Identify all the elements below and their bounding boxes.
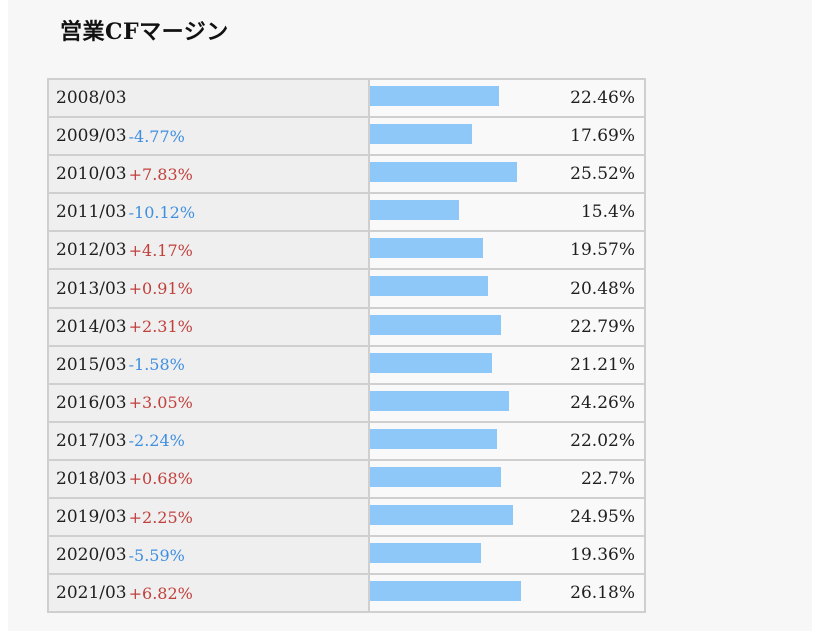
value-cell: 25.52%: [370, 156, 644, 193]
change-label: +3.05%: [128, 393, 193, 413]
change-label: +0.91%: [128, 279, 193, 299]
margin-bar: [370, 543, 482, 564]
period-label: 2010/03: [56, 164, 127, 185]
table-row: 2009/03 -4.77% 17.69%: [49, 118, 644, 155]
period-cell: 2009/03 -4.77%: [49, 118, 368, 155]
value-cell: 20.48%: [370, 270, 644, 307]
table-row: 2011/03 -10.12% 15.4%: [49, 194, 644, 231]
table-row: 2014/03 +2.31% 22.79%: [49, 308, 644, 345]
period-label: 2017/03: [56, 430, 127, 451]
change-label: +4.17%: [128, 240, 193, 260]
change-label: +0.68%: [128, 469, 193, 489]
change-label: +2.25%: [128, 507, 193, 527]
period-cell: 2015/03 -1.58%: [49, 346, 368, 383]
margin-bar: [370, 581, 521, 602]
period-cell: 2018/03 +0.68%: [49, 460, 368, 498]
change-label: -2.24%: [128, 431, 185, 451]
margin-bar: [370, 200, 459, 221]
value-label: 22.02%: [570, 430, 635, 451]
margin-bar: [370, 86, 500, 106]
period-label: 2019/03: [56, 507, 127, 528]
value-cell: 22.7%: [370, 460, 644, 498]
value-label: 22.46%: [570, 88, 635, 109]
margin-bar: [370, 238, 483, 259]
value-label: 19.57%: [570, 240, 635, 261]
table-row: 2019/03 +2.25% 24.95%: [49, 499, 644, 536]
table-row: 2017/03 -2.24% 22.02%: [49, 422, 644, 459]
value-cell: 15.4%: [370, 194, 644, 231]
period-cell: 2020/03 -5.59%: [49, 537, 368, 574]
value-label: 19.36%: [570, 545, 635, 566]
value-label: 24.26%: [570, 392, 635, 413]
value-cell: 24.95%: [370, 499, 644, 536]
period-cell: 2010/03 +7.83%: [49, 156, 368, 193]
change-label: -1.58%: [128, 355, 185, 375]
margin-bar: [370, 390, 510, 411]
period-label: 2021/03: [56, 583, 127, 604]
period-label: 2015/03: [56, 354, 127, 375]
margin-bar: [370, 162, 517, 183]
value-cell: 19.57%: [370, 232, 644, 269]
period-label: 2008/03: [56, 88, 127, 109]
value-label: 24.95%: [570, 507, 635, 528]
table-row: 2013/03 +0.91% 20.48%: [49, 270, 644, 307]
margin-bar: [370, 314, 502, 335]
margin-table: 2008/03 22.46% 2009/03 -4.77% 17.69% 2010/03 +…: [47, 78, 646, 614]
table-row: 2012/03 +4.17% 19.57%: [49, 232, 644, 269]
period-cell: 2017/03 -2.24%: [49, 422, 368, 459]
period-label: 2020/03: [56, 545, 127, 566]
value-label: 17.69%: [570, 126, 635, 147]
value-label: 26.18%: [570, 583, 635, 604]
change-label: -5.59%: [128, 545, 185, 565]
margin-bar: [370, 466, 501, 487]
period-label: 2013/03: [56, 278, 127, 299]
period-label: 2009/03: [56, 126, 127, 147]
margin-bar: [370, 505, 514, 526]
period-cell: 2008/03: [49, 80, 368, 117]
period-label: 2012/03: [56, 240, 127, 261]
value-cell: 17.69%: [370, 118, 644, 155]
period-cell: 2019/03 +2.25%: [49, 499, 368, 536]
value-cell: 22.02%: [370, 422, 644, 459]
table-row: 2020/03 -5.59% 19.36%: [49, 537, 644, 574]
margin-bar: [370, 276, 488, 297]
value-label: 21.21%: [570, 354, 635, 375]
period-label: 2016/03: [56, 392, 127, 413]
change-label: +6.82%: [128, 583, 193, 603]
value-label: 22.7%: [580, 468, 635, 489]
value-label: 22.79%: [570, 316, 635, 337]
margin-bar: [370, 352, 492, 373]
change-label: +7.83%: [128, 164, 193, 184]
value-label: 15.4%: [580, 202, 635, 223]
value-cell: 22.79%: [370, 308, 644, 345]
period-cell: 2014/03 +2.31%: [49, 308, 368, 345]
period-cell: 2012/03 +4.17%: [49, 232, 368, 269]
table-row: 2021/03 +6.82% 26.18%: [49, 575, 644, 612]
chart-title: 営業CFマージン: [60, 19, 229, 45]
change-label: -4.77%: [128, 126, 185, 146]
table-row: 2018/03 +0.68% 22.7%: [49, 460, 644, 498]
table-row: 2016/03 +3.05% 24.26%: [49, 384, 644, 421]
value-cell: 22.46%: [370, 80, 644, 117]
table-row: 2008/03 22.46%: [49, 80, 644, 117]
value-cell: 21.21%: [370, 346, 644, 383]
value-cell: 26.18%: [370, 575, 644, 612]
value-label: 25.52%: [570, 164, 635, 185]
table-row: 2015/03 -1.58% 21.21%: [49, 346, 644, 383]
change-label: +2.31%: [128, 317, 193, 337]
table-row: 2010/03 +7.83% 25.52%: [49, 156, 644, 193]
margin-bar: [370, 124, 472, 145]
value-cell: 24.26%: [370, 384, 644, 421]
period-cell: 2011/03 -10.12%: [49, 194, 368, 231]
value-cell: 19.36%: [370, 537, 644, 574]
period-label: 2011/03: [56, 202, 127, 223]
period-label: 2018/03: [56, 468, 127, 489]
margin-bar: [370, 428, 497, 449]
period-label: 2014/03: [56, 316, 127, 337]
period-cell: 2021/03 +6.82%: [49, 575, 368, 612]
period-cell: 2013/03 +0.91%: [49, 270, 368, 307]
change-label: -10.12%: [128, 202, 196, 222]
value-label: 20.48%: [570, 278, 635, 299]
period-cell: 2016/03 +3.05%: [49, 384, 368, 421]
